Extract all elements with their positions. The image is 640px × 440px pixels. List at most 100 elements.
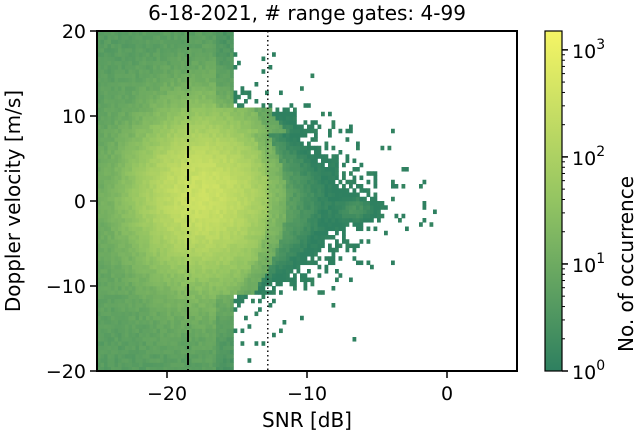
heatmap-cell (195, 43, 199, 49)
heatmap-cell (195, 328, 199, 334)
heatmap-cell (314, 230, 318, 236)
heatmap-cell (125, 120, 129, 125)
heatmap-cell (132, 141, 136, 147)
heatmap-cell (139, 184, 143, 189)
heatmap-cell (167, 60, 171, 66)
heatmap-cell (125, 328, 129, 334)
heatmap-cell (107, 324, 112, 329)
heatmap-cell (167, 201, 171, 206)
heatmap-cell (132, 56, 136, 62)
heatmap-cell (401, 184, 406, 189)
heatmap-cell (174, 179, 178, 185)
heatmap-cell (111, 341, 115, 346)
heatmap-cell (198, 103, 203, 108)
heatmap-cell (97, 281, 101, 287)
heatmap-cell (146, 154, 150, 159)
heatmap-cell (163, 167, 168, 172)
heatmap-cell (111, 349, 115, 355)
heatmap-cell (163, 281, 168, 287)
heatmap-cell (317, 179, 322, 185)
heatmap-cell (230, 222, 234, 227)
heatmap-cell (212, 48, 217, 53)
heatmap-cell (146, 48, 150, 53)
heatmap-cell (170, 256, 175, 261)
heatmap-cell (212, 184, 217, 189)
heatmap-cell (153, 290, 157, 295)
heatmap-cell (226, 43, 231, 49)
heatmap-cell (254, 226, 259, 232)
heatmap-cell (153, 48, 157, 53)
heatmap-cell (282, 273, 287, 278)
heatmap-cell (107, 281, 112, 287)
heatmap-cell (226, 145, 231, 151)
heatmap-cell (121, 111, 126, 117)
heatmap-cell (244, 99, 248, 104)
heatmap-cell (331, 145, 336, 151)
heatmap-cell (177, 303, 182, 308)
heatmap-cell (317, 175, 322, 181)
heatmap-cell (202, 133, 206, 138)
heatmap-cell (135, 137, 140, 142)
heatmap-cell (261, 256, 266, 261)
heatmap-cell (153, 247, 157, 253)
heatmap-cell (97, 124, 101, 130)
heatmap-cell (219, 43, 224, 49)
heatmap-cell (342, 196, 346, 202)
heatmap-cell (163, 311, 168, 317)
heatmap-cell (286, 107, 290, 113)
heatmap-cell (153, 69, 157, 74)
heatmap-cell (237, 162, 241, 168)
heatmap-cell (230, 171, 234, 176)
heatmap-cell (370, 205, 374, 210)
heatmap-cell (188, 239, 192, 244)
heatmap-cell (104, 320, 108, 325)
heatmap-cell (247, 209, 252, 215)
heatmap-cell (174, 133, 178, 138)
heatmap-cell (216, 43, 220, 49)
heatmap-cell (272, 137, 276, 142)
heatmap-cell (156, 175, 161, 181)
heatmap-cell (289, 256, 294, 261)
heatmap-cell (209, 90, 213, 96)
heatmap-cell (226, 167, 231, 172)
heatmap-cell (251, 145, 255, 151)
heatmap-cell (282, 133, 287, 138)
heatmap-cell (356, 141, 360, 147)
heatmap-cell (258, 222, 262, 227)
heatmap-cell (156, 213, 161, 219)
heatmap-cell (202, 226, 206, 232)
heatmap-cell (209, 247, 213, 253)
heatmap-cell (97, 256, 101, 261)
heatmap-cell (254, 111, 259, 117)
heatmap-cell (307, 179, 311, 185)
heatmap-cell (125, 277, 129, 283)
heatmap-cell (331, 184, 336, 189)
heatmap-cell (275, 145, 280, 151)
heatmap-cell (226, 260, 231, 266)
heatmap-cell (216, 69, 220, 74)
heatmap-cell (310, 209, 315, 215)
heatmap-cell (149, 82, 154, 87)
heatmap-cell (125, 324, 129, 329)
heatmap-cell (268, 281, 273, 287)
heatmap-cell (170, 332, 175, 338)
heatmap-cell (156, 290, 161, 295)
heatmap-cell (321, 239, 325, 244)
heatmap-cell (202, 77, 206, 83)
heatmap-cell (181, 298, 185, 304)
heatmap-cell (107, 307, 112, 312)
heatmap-cell (282, 184, 287, 189)
heatmap-cell (114, 133, 119, 138)
heatmap-cell (163, 243, 168, 249)
heatmap-cell (198, 99, 203, 104)
heatmap-cell (188, 269, 192, 274)
heatmap-cell (195, 260, 199, 266)
heatmap-cell (198, 303, 203, 308)
heatmap-cell (219, 154, 224, 159)
heatmap-cell (296, 252, 301, 257)
heatmap-cell (380, 201, 385, 206)
heatmap-cell (160, 111, 164, 117)
heatmap-cell (335, 201, 339, 206)
heatmap-cell (247, 205, 252, 210)
heatmap-cell (258, 226, 262, 232)
